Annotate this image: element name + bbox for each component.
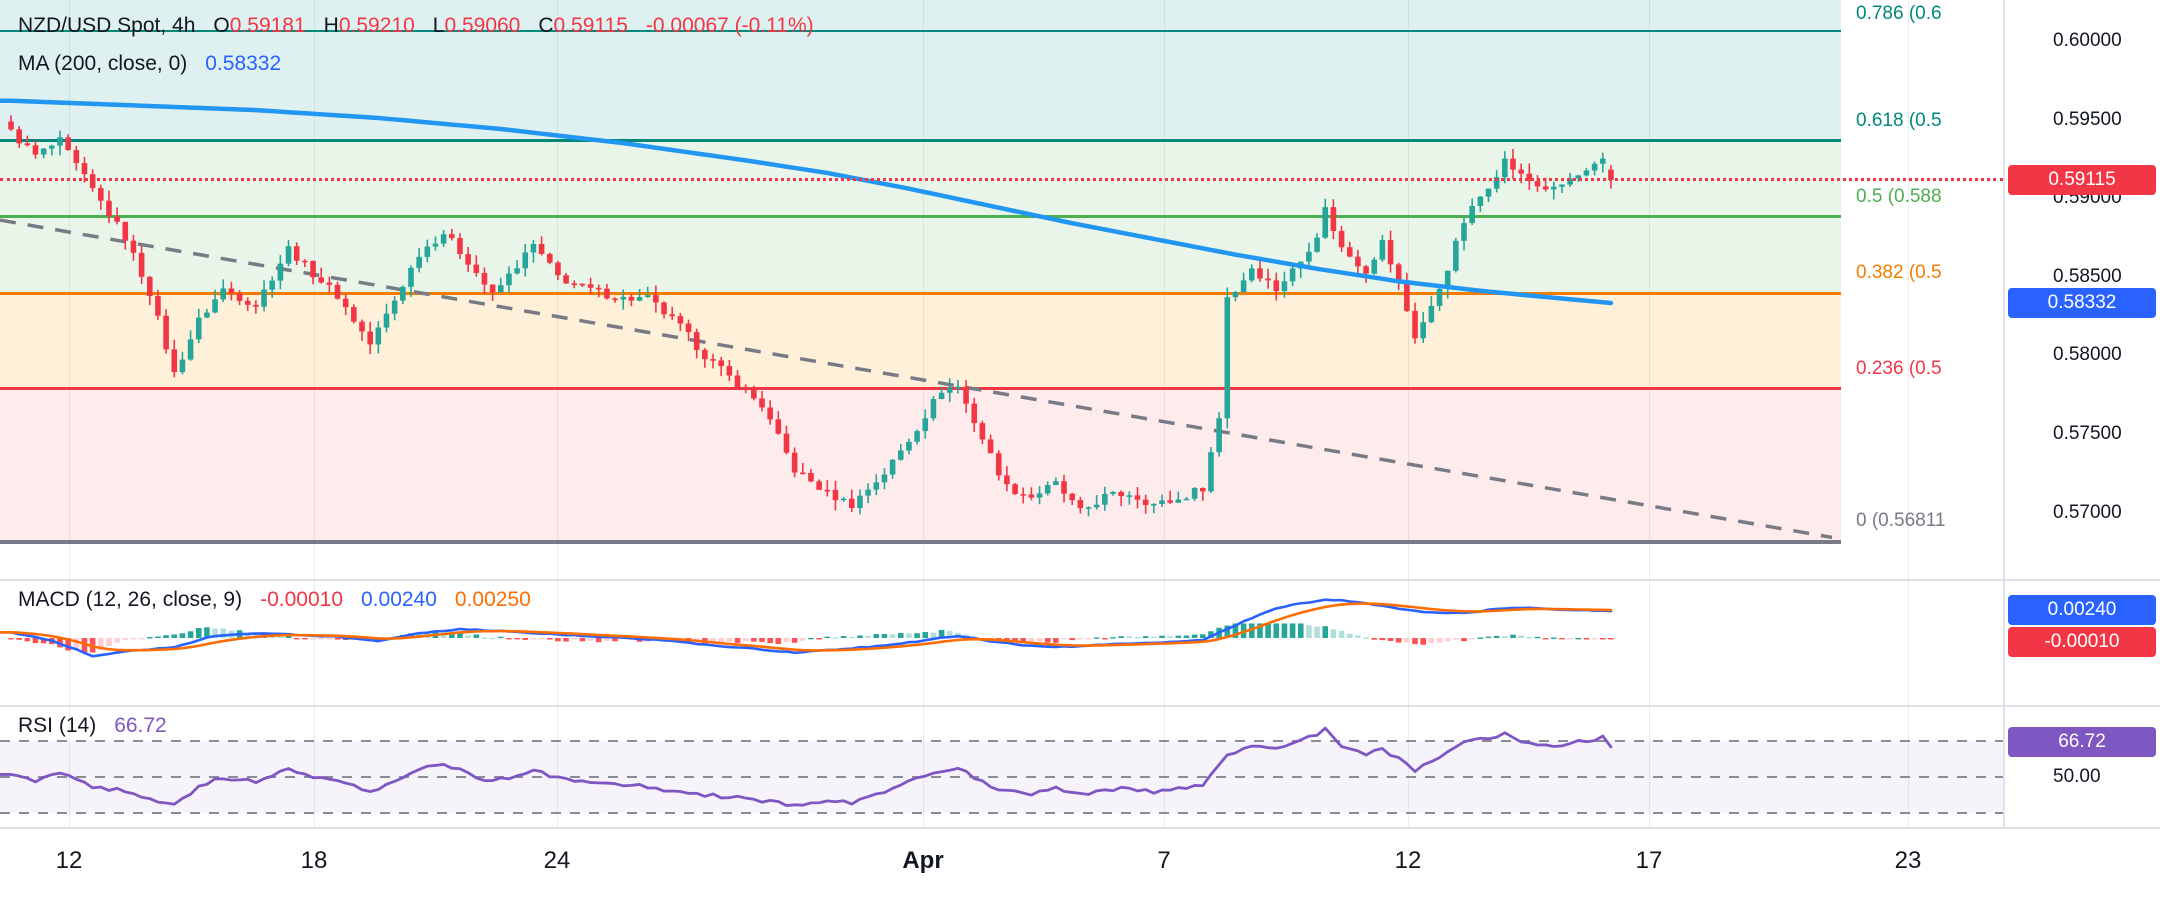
macd-line-badge: 0.00240 (2008, 595, 2156, 625)
ma-price-badge: 0.58332 (2008, 288, 2156, 318)
time-axis-label: 23 (1894, 847, 1922, 874)
rsi-level-50 (0, 776, 2003, 778)
last-price-badge: 0.59115 (2008, 165, 2156, 195)
price-axis-label: 0.59500 (2053, 109, 2122, 130)
price-axis-label: 0.60000 (2053, 30, 2122, 51)
rsi-level-70 (0, 740, 2003, 742)
price-axis-label: 0.57500 (2053, 423, 2122, 444)
rsi-50-label: 50.00 (2053, 766, 2101, 787)
time-axis-label: 7 (1157, 847, 1171, 874)
symbol-legend: NZD/USD Spot, 4h O0.59181 H0.59210 L0.59… (18, 14, 814, 38)
current-price-line (0, 178, 2003, 181)
time-gridline (557, 0, 558, 828)
pane-separator[interactable] (0, 579, 2160, 581)
ma-name: MA (200, close, 0) (18, 52, 188, 75)
fib-zone-382-236 (0, 294, 1841, 389)
fib-line-0618 (0, 139, 1841, 142)
time-axis-label: 18 (300, 847, 328, 874)
price-axis[interactable]: 0.60000 0.59500 0.59000 0.58500 0.58000 … (2003, 0, 2160, 829)
fib-label-0382: 0.382 (0.5 (1856, 262, 1942, 283)
open-value: O0.59181 (213, 14, 306, 37)
time-gridline (1164, 0, 1165, 828)
fib-label-0618: 0.618 (0.5 (1856, 110, 1942, 131)
fib-label-0: 0 (0.56811 (1856, 510, 1946, 531)
fib-line-0 (0, 540, 1841, 544)
high-value: H0.59210 (323, 14, 415, 37)
rsi-legend: RSI (14) 66.72 (18, 714, 167, 738)
rsi-name: RSI (14) (18, 714, 97, 737)
fib-zone-500-382 (0, 217, 1841, 294)
fib-line-0382 (0, 292, 1841, 295)
fib-zone-786-618 (0, 0, 1841, 141)
fib-line-0500 (0, 215, 1841, 218)
pane-separator[interactable] (0, 705, 2160, 707)
change-value: -0.00067 (-0.11%) (645, 14, 814, 37)
rsi-value: 66.72 (114, 714, 167, 737)
rsi-value-badge: 66.72 (2008, 727, 2156, 757)
close-value: C0.59115 (538, 14, 628, 37)
fib-zone-236-0 (0, 389, 1841, 542)
fib-label-0236: 0.236 (0.5 (1856, 358, 1942, 379)
price-pane[interactable] (0, 0, 2003, 580)
time-axis-label: 12 (1394, 847, 1422, 874)
time-axis-label-month: Apr (902, 847, 944, 874)
time-gridline (314, 0, 315, 828)
symbol-title: NZD/USD Spot, 4h (18, 14, 196, 37)
ma-value: 0.58332 (205, 52, 282, 75)
ma-legend: MA (200, close, 0) 0.58332 (18, 52, 281, 76)
rsi-pane[interactable] (0, 706, 2003, 828)
time-axis-label: 17 (1635, 847, 1663, 874)
macd-line-value: 0.00240 (361, 588, 437, 611)
price-axis-label: 0.58000 (2053, 344, 2122, 365)
fib-label-0786: 0.786 (0.6 (1856, 3, 1942, 24)
price-axis-label: 0.57000 (2053, 502, 2122, 523)
time-axis-label: 12 (55, 847, 83, 874)
macd-hist-value: -0.00010 (260, 588, 343, 611)
macd-signal-value: 0.00250 (454, 588, 531, 611)
low-value: L0.59060 (432, 14, 521, 37)
fib-line-0236 (0, 387, 1841, 390)
time-gridline (923, 0, 924, 828)
time-gridline (1408, 0, 1409, 828)
time-axis[interactable]: 12 18 24 Apr 7 12 17 23 (0, 829, 2160, 901)
fib-line-0786 (0, 30, 1841, 32)
time-gridline (1908, 0, 1909, 828)
rsi-level-30 (0, 812, 2003, 814)
time-gridline (1649, 0, 1650, 828)
fib-label-0500: 0.5 (0.588 (1856, 186, 1942, 207)
time-axis-label: 24 (543, 847, 571, 874)
price-axis-label: 0.58500 (2053, 266, 2122, 287)
macd-hist-badge: -0.00010 (2008, 627, 2156, 657)
macd-legend: MACD (12, 26, close, 9) -0.00010 0.00240… (18, 588, 531, 612)
pane-separator[interactable] (0, 827, 2160, 829)
macd-name: MACD (12, 26, close, 9) (18, 588, 243, 611)
time-gridline (69, 0, 70, 828)
